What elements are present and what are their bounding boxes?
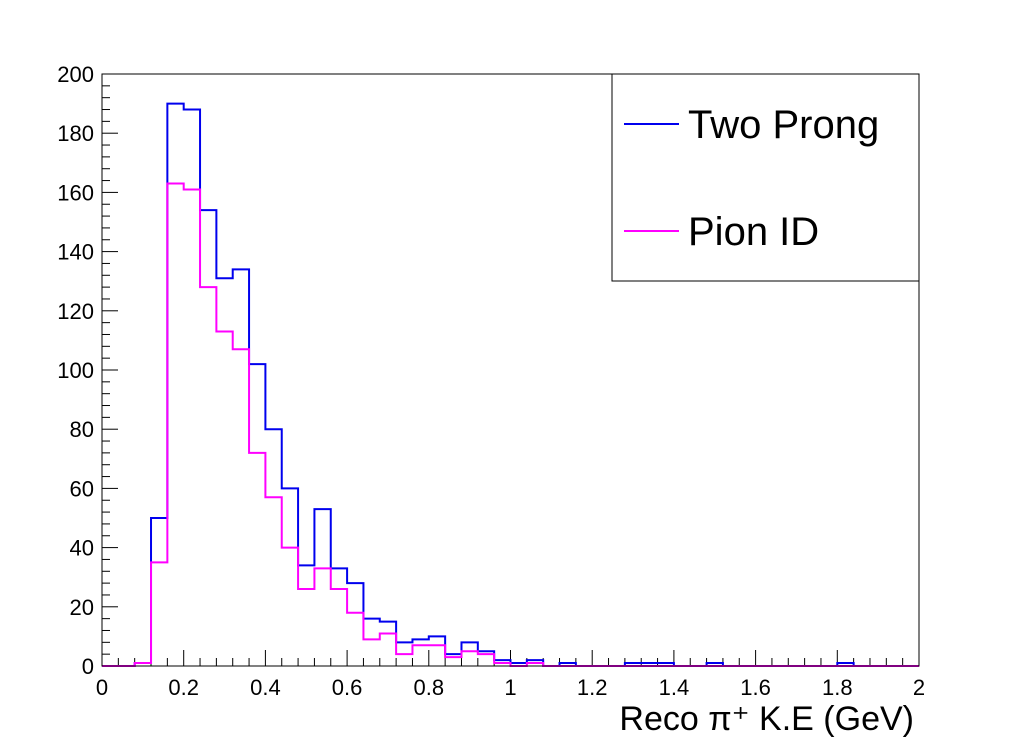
y-tick-label: 180 xyxy=(57,121,94,146)
y-tick-label: 40 xyxy=(70,536,94,561)
y-tick-label: 140 xyxy=(57,240,94,265)
y-tick-label: 200 xyxy=(57,62,94,87)
y-tick-label: 0 xyxy=(82,654,94,679)
x-tick-label: 0.2 xyxy=(168,675,199,700)
plot-frame xyxy=(101,73,920,667)
legend-label-pion-id: Pion ID xyxy=(688,210,819,254)
x-tick-label: 1.4 xyxy=(659,675,690,700)
x-axis-title: Reco π⁺ K.E (GeV) xyxy=(619,700,914,738)
legend: Two Prong Pion ID xyxy=(611,73,920,282)
x-tick-label: 1.8 xyxy=(822,675,853,700)
x-tick-label: 1.6 xyxy=(740,675,771,700)
legend-label-two-prong: Two Prong xyxy=(688,103,879,147)
legend-box xyxy=(611,73,920,282)
axis-ticks xyxy=(101,73,920,667)
x-tick-label: 0.8 xyxy=(414,675,445,700)
x-tick-label: 1.2 xyxy=(577,675,608,700)
y-tick-label: 100 xyxy=(57,358,94,383)
x-tick-label: 1 xyxy=(504,675,516,700)
y-tick-label: 20 xyxy=(70,595,94,620)
x-tick-label: 0 xyxy=(96,675,108,700)
y-tick-label: 80 xyxy=(70,417,94,442)
x-tick-label: 0.4 xyxy=(250,675,281,700)
tick-labels: 0 0.2 0.4 0.6 0.8 1 1.2 1.4 1.6 1.8 20204060801001… xyxy=(57,62,925,700)
y-tick-label: 120 xyxy=(57,299,94,324)
x-tick-label: 0.6 xyxy=(332,675,363,700)
x-tick-label: 2 xyxy=(913,675,925,700)
y-tick-label: 60 xyxy=(70,476,94,501)
y-tick-label: 160 xyxy=(57,180,94,205)
